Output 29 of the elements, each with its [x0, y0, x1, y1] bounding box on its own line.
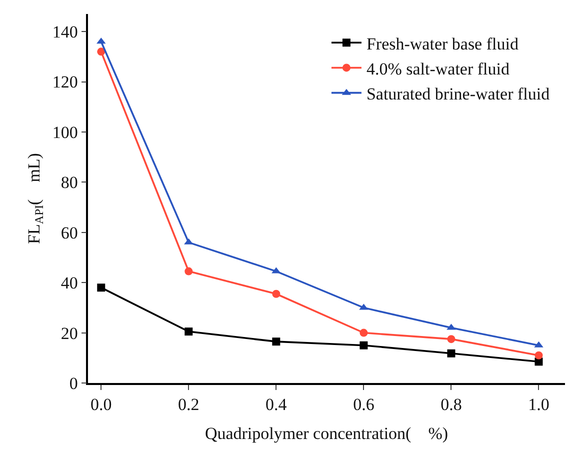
- y-tick-label: 60: [60, 223, 78, 242]
- y-tick-label: 120: [52, 72, 78, 92]
- y-tick-label: 80: [60, 173, 78, 192]
- point: [184, 328, 193, 336]
- point: [534, 351, 543, 360]
- x-tick-label: 0.0: [90, 395, 112, 414]
- point: [360, 341, 368, 350]
- y-tick-label: 140: [52, 22, 78, 42]
- x-tick-label: 0.8: [440, 395, 462, 414]
- point: [272, 338, 280, 346]
- y-tick-label: 0: [69, 374, 78, 393]
- x-tick-label: 1.0: [528, 395, 550, 414]
- point: [447, 349, 456, 358]
- x-tick-label: 0.2: [178, 395, 200, 414]
- y-tick-label: 20: [60, 324, 78, 343]
- legend-label: Saturated brine-water fluid: [366, 84, 550, 104]
- x-tick-label: 0.6: [353, 395, 374, 414]
- y-tick-label: 40: [60, 274, 78, 293]
- legend-label: 4.0% salt-water fluid: [366, 59, 510, 78]
- point: [360, 328, 368, 337]
- y-tick-label: 100: [52, 122, 78, 142]
- point: [184, 267, 193, 276]
- point: [447, 335, 456, 344]
- point: [97, 48, 106, 56]
- point: [272, 290, 280, 298]
- legend-label: Fresh-water base fluid: [366, 34, 519, 54]
- x-tick-label: 0.4: [266, 395, 288, 414]
- x-axis-title: Quadripolymer concentration( %): [204, 424, 448, 444]
- point: [97, 284, 106, 292]
